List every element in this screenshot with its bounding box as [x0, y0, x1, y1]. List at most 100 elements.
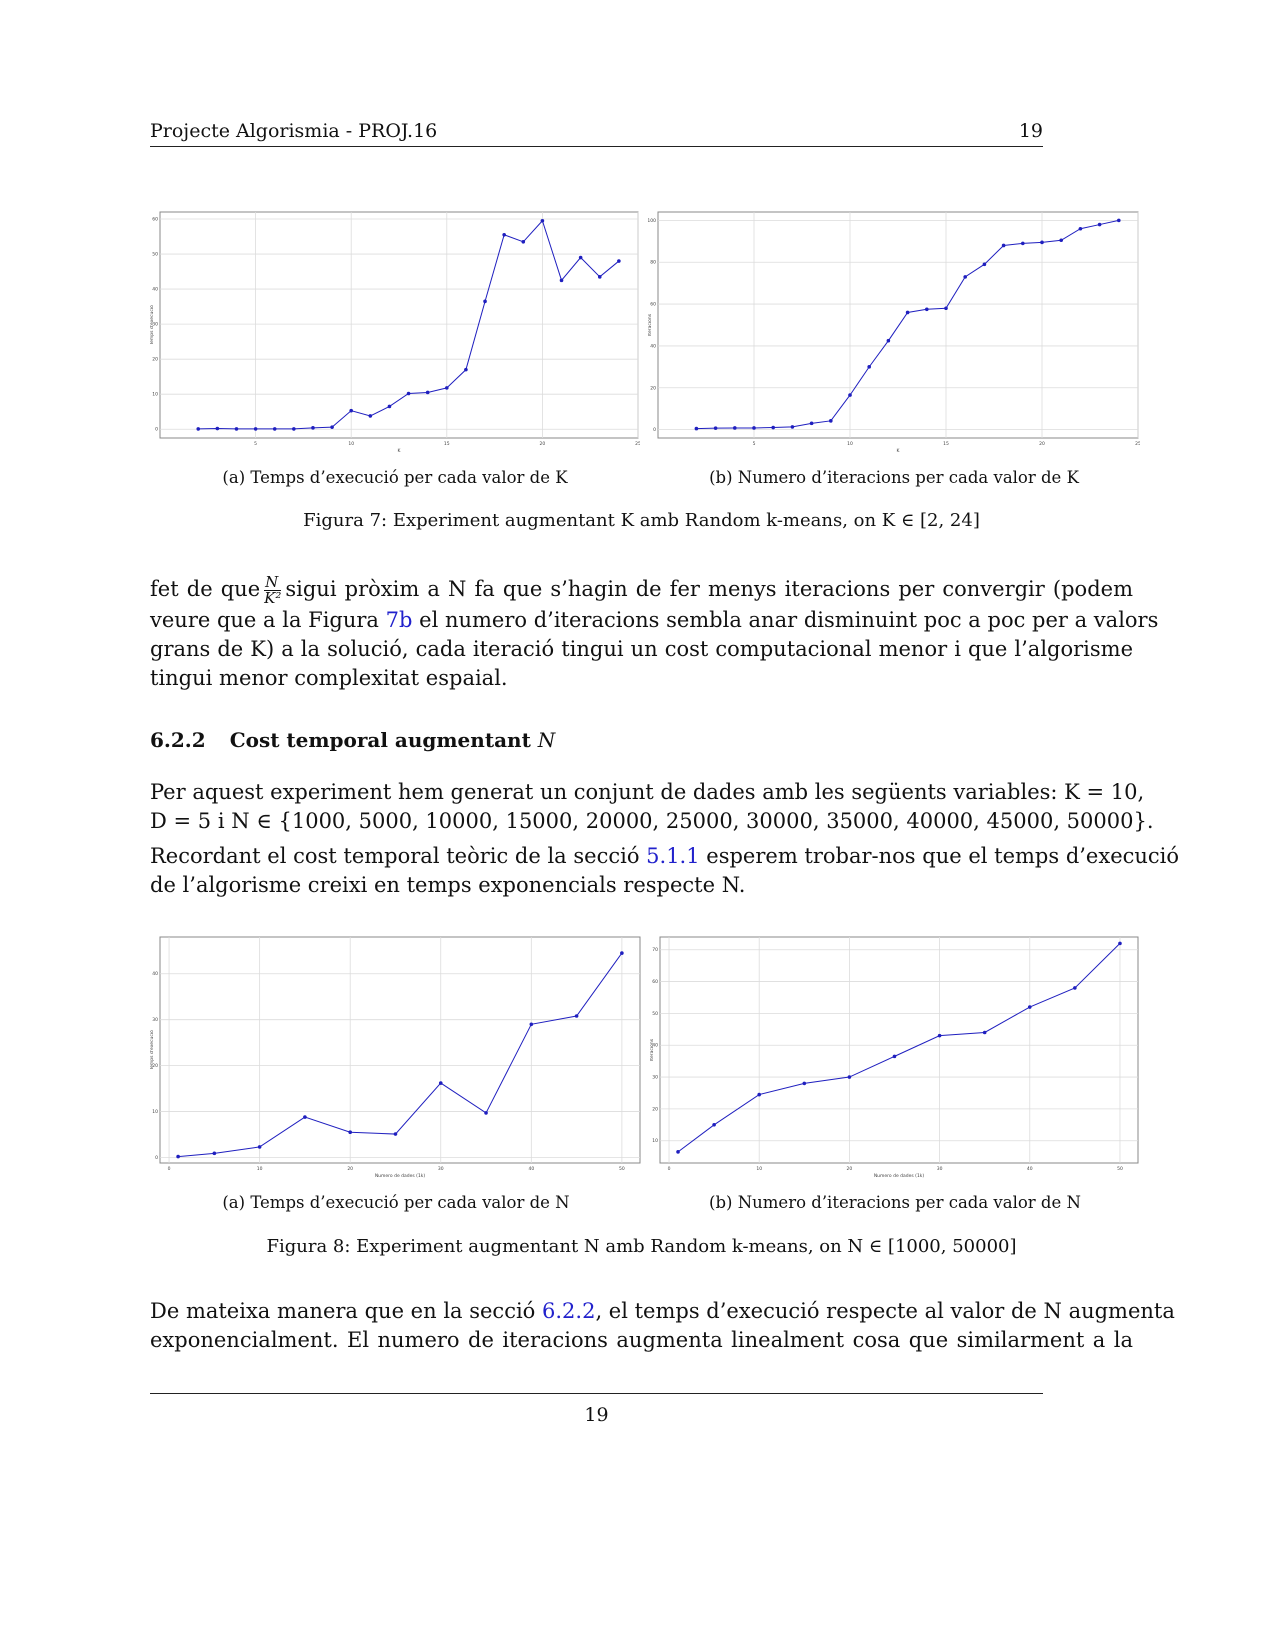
- data-point: [257, 1145, 262, 1149]
- p2-line2: D = 5 i N ∈ {1000, 5000, 10000, 15000, 2…: [150, 809, 1154, 833]
- figure-8-caption: Figura 8: Experiment augmentant N amb Ra…: [266, 1236, 1017, 1257]
- section-6-2-2-link[interactable]: 6.2.2: [542, 1299, 596, 1323]
- data-point: [1021, 241, 1025, 246]
- y-tick-label: 80: [650, 260, 656, 266]
- y-tick-label: 20: [652, 1106, 658, 1112]
- x-tick-label: 25: [1135, 441, 1140, 447]
- section-5-1-1-link[interactable]: 5.1.1: [646, 844, 700, 868]
- x-tick-label: 15: [444, 441, 450, 447]
- data-point: [529, 1022, 534, 1027]
- x-tick-label: 30: [937, 1166, 943, 1172]
- figure-8b-subcaption: (b) Numero d’iteracions per cada valor d…: [709, 1193, 1081, 1212]
- x-tick-label: 10: [257, 1166, 263, 1172]
- paragraph-3: Recordant el cost temporal teòric de la …: [150, 842, 1179, 900]
- figure-8a-chart: 0 10 20 30 40 50 0 10 20 30 40 Numero de dades (1k)…: [150, 935, 642, 1185]
- y-tick-label: 100: [648, 218, 656, 224]
- data-point: [438, 1081, 443, 1085]
- y-tick-label: 50: [652, 1011, 658, 1017]
- data-point: [1078, 226, 1083, 231]
- y-tick-label: 40: [152, 971, 158, 977]
- data-point: [1040, 240, 1044, 245]
- y-tick-label: 30: [652, 1075, 658, 1081]
- data-point: [348, 1130, 352, 1135]
- data-point: [809, 421, 814, 426]
- section-variable: N: [537, 728, 556, 752]
- data-point: [790, 425, 795, 429]
- plot-frame: [159, 936, 641, 1164]
- x-tick-label: 5: [254, 441, 257, 447]
- data-point: [445, 386, 449, 390]
- data-point: [1073, 986, 1077, 990]
- data-point: [886, 338, 891, 343]
- data-point: [982, 1030, 987, 1035]
- figure-7b-link[interactable]: 7b: [385, 608, 413, 632]
- x-tick-label: 40: [528, 1166, 534, 1172]
- p2-line1: Per aquest experiment hem generat un con…: [150, 780, 1145, 804]
- data-point: [676, 1150, 680, 1154]
- figure-7-caption: Figura 7: Experiment augmentant K amb Ra…: [303, 510, 980, 531]
- y-axis-label: Iteracions: [648, 313, 653, 336]
- y-tick-label: 0: [653, 427, 656, 433]
- data-point: [752, 426, 756, 430]
- x-tick-label: 10: [847, 441, 853, 447]
- data-point: [215, 426, 220, 431]
- data-point: [1001, 243, 1006, 248]
- figure-8a-svg: 0 10 20 30 40 50 0 10 20 30 40 Numero de dades (1k)…: [150, 936, 641, 1179]
- y-tick-label: 60: [652, 979, 658, 985]
- y-tick-label: 40: [650, 343, 656, 349]
- data-point: [620, 951, 624, 955]
- data-point: [196, 427, 201, 431]
- x-tick-label: 50: [1117, 1166, 1123, 1172]
- data-point: [574, 1014, 579, 1018]
- data-point: [540, 218, 545, 223]
- data-point: [425, 390, 430, 395]
- figure-8b-svg: 0 10 20 30 40 50 10 20 30 40 50 60 70 Numero de dades…: [650, 936, 1139, 1179]
- data-point: [253, 427, 258, 431]
- p1-line1b: sigui pròxim a N fa que s’hagin de fer m…: [285, 577, 1133, 601]
- figure-8b-chart: 0 10 20 30 40 50 10 20 30 40 50 60 70 Numero de dades…: [650, 935, 1140, 1185]
- p1-line1a: fet de que: [150, 577, 261, 601]
- plot-frame: [659, 936, 1139, 1164]
- data-point: [963, 275, 967, 279]
- footer-rule: [150, 1393, 1043, 1394]
- y-tick-label: 10: [152, 392, 158, 398]
- data-point: [694, 426, 699, 431]
- figure-7a-chart: 5 10 15 20 25 0 10 20 30 40 50 60 K Temps d'execució: [150, 210, 640, 460]
- data-point: [303, 1115, 307, 1119]
- data-point: [713, 426, 718, 430]
- figure-7b-chart: 5 10 15 20 25 0 20 40 60 80 100 K Iteracions: [648, 210, 1140, 460]
- data-point: [483, 299, 487, 304]
- y-axis-label: Temps d'execució: [150, 305, 155, 346]
- figure-7a-svg: 5 10 15 20 25 0 10 20 30 40 50 60 K Temps d'execució: [150, 211, 640, 454]
- y-tick-label: 20: [152, 357, 158, 363]
- x-tick-label: 40: [1027, 1166, 1033, 1172]
- x-axis-label: K: [398, 448, 402, 454]
- plot-frame: [159, 211, 639, 439]
- x-tick-label: 15: [943, 441, 949, 447]
- p1-line2b: el numero d’iteracions sembla anar dismi…: [419, 608, 1159, 632]
- data-point: [617, 259, 621, 263]
- figure-7b-subcaption: (b) Numero d’iteracions per cada valor d…: [709, 468, 1079, 487]
- p4-line2: exponencialment. El numero de iteracions…: [150, 1328, 1133, 1352]
- x-tick-label: 20: [1039, 441, 1045, 447]
- data-point: [559, 278, 564, 283]
- y-tick-label: 40: [152, 287, 158, 293]
- data-point: [349, 408, 353, 413]
- x-tick-label: 0: [668, 1166, 671, 1172]
- fraction-n-over-k2: N K²: [264, 575, 282, 606]
- data-point: [292, 427, 296, 431]
- data-point: [212, 1151, 217, 1156]
- y-tick-label: 40: [652, 1043, 658, 1049]
- y-tick-label: 10: [152, 1109, 158, 1115]
- y-tick-label: 30: [152, 1017, 158, 1023]
- x-tick-label: 30: [438, 1166, 444, 1172]
- x-axis-label: Numero de dades (1k): [874, 1173, 925, 1179]
- y-tick-label: 60: [650, 302, 656, 308]
- data-point: [1117, 218, 1121, 223]
- y-tick-label: 30: [152, 322, 158, 328]
- data-point: [802, 1081, 807, 1086]
- data-point: [234, 427, 239, 431]
- data-point: [578, 255, 583, 260]
- x-tick-label: 5: [753, 441, 756, 447]
- data-point: [937, 1033, 942, 1038]
